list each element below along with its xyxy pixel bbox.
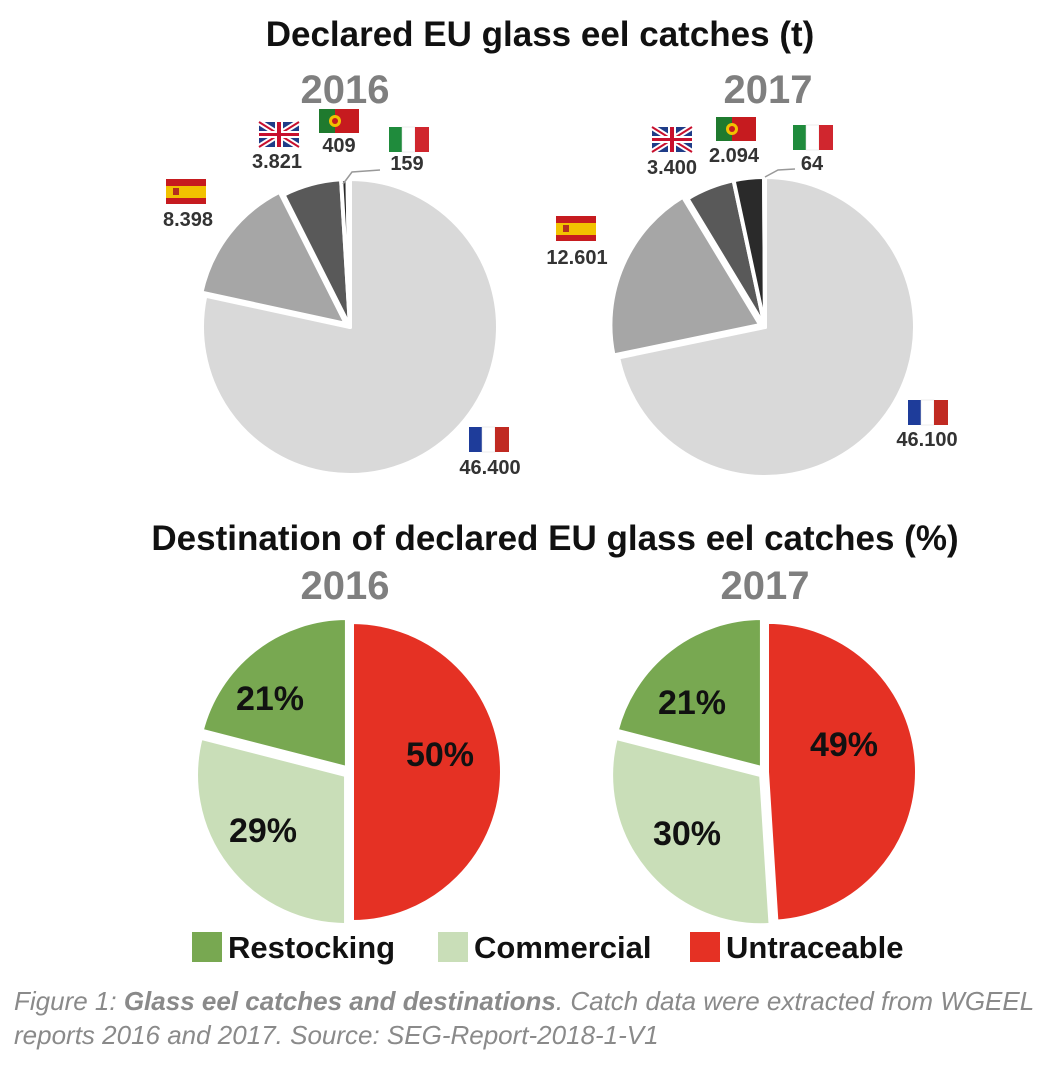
value-label-italy-2017: 64	[801, 153, 824, 175]
destination-2017-pie	[609, 616, 919, 928]
pie-slice-restocking	[199, 616, 349, 771]
legend-swatch-commercial	[438, 932, 468, 962]
pie-slice-untraceable	[764, 619, 919, 924]
value-label-spain-2016: 8.398	[163, 209, 213, 231]
pie-slice-italy	[762, 175, 767, 329]
pie-slice-spain	[199, 189, 349, 326]
destination-2016-year: 2016	[301, 564, 390, 608]
catches-2017-pie	[608, 175, 917, 479]
catches-2017-year: 2017	[724, 68, 813, 112]
pct-label-restocking-2017: 21%	[658, 684, 726, 722]
portugal-flag-icon	[716, 117, 756, 141]
france-flag-icon	[908, 399, 948, 426]
spain-flag-icon	[166, 179, 206, 204]
value-label-portugal-2017: 2.094	[709, 145, 760, 167]
uk-flag-icon	[650, 124, 694, 155]
destination-2017-year: 2017	[721, 564, 810, 608]
destination-2016-pie	[194, 616, 504, 928]
pie-slice-untraceable	[350, 620, 504, 924]
italy-flag-icon	[793, 124, 833, 151]
legend-label-restocking: Restocking	[228, 930, 395, 965]
legend-swatch-untraceable	[690, 932, 720, 962]
value-label-france-2016: 46.400	[459, 457, 520, 479]
pct-label-restocking-2016: 21%	[236, 680, 304, 718]
caption-prefix: Figure 1:	[14, 986, 124, 1016]
value-label-italy-2016: 159	[390, 153, 423, 175]
value-label-uk-2016: 3.821	[252, 151, 302, 173]
italy-flag-icon	[389, 126, 429, 153]
uk-flag-icon	[257, 119, 301, 150]
pie-slice-italy	[345, 176, 352, 329]
caption-rest: . Catch data were extracted from WGEEL r…	[14, 986, 1034, 1050]
catches-2016-year: 2016	[301, 68, 390, 112]
italy-leader-line-2016	[342, 169, 381, 185]
pie-slice-commercial	[194, 735, 349, 928]
spain-flag-icon	[556, 216, 596, 241]
pie-slice-restocking	[614, 616, 764, 771]
pie-slice-spain	[608, 194, 763, 358]
caption-bold: Glass eel catches and destinations	[123, 986, 556, 1016]
value-label-spain-2017: 12.601	[546, 247, 607, 269]
legend-swatch-restocking	[192, 932, 222, 962]
value-label-france-2017: 46.100	[896, 429, 957, 451]
legend-label-untraceable: Untraceable	[726, 930, 903, 965]
pie-slice-commercial	[609, 735, 773, 928]
pct-label-untraceable-2017: 49%	[810, 726, 878, 764]
pct-label-commercial-2017: 30%	[653, 815, 721, 853]
value-label-uk-2017: 3.400	[647, 157, 697, 179]
france-flag-icon	[469, 426, 509, 453]
pct-label-commercial-2016: 29%	[229, 812, 297, 850]
catches-title: Declared EU glass eel catches (t)	[266, 15, 815, 54]
italy-leader-line-2017	[764, 168, 796, 178]
value-label-portugal-2016: 409	[322, 135, 355, 157]
catches-2016-pie	[199, 176, 500, 477]
portugal-flag-icon	[319, 109, 359, 133]
destination-title: Destination of declared EU glass eel cat…	[151, 519, 958, 558]
figure-caption: Figure 1: Glass eel catches and destinat…	[14, 984, 1044, 1052]
pct-label-untraceable-2016: 50%	[406, 736, 474, 774]
legend-label-commercial: Commercial	[474, 930, 651, 965]
